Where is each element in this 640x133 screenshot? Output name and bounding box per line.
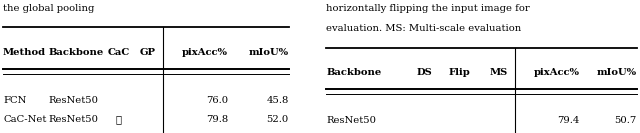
Text: ResNet50: ResNet50 [326, 116, 376, 125]
Text: DS: DS [417, 68, 433, 77]
Text: ResNet50: ResNet50 [49, 115, 99, 124]
Text: MS: MS [490, 68, 508, 77]
Text: 79.8: 79.8 [205, 115, 228, 124]
Text: mIoU%: mIoU% [249, 48, 289, 57]
Text: pixAcc%: pixAcc% [534, 68, 580, 77]
Text: CaC: CaC [108, 48, 130, 57]
Text: FCN: FCN [3, 96, 26, 105]
Text: 79.4: 79.4 [557, 116, 580, 125]
Text: the global pooling: the global pooling [3, 4, 95, 13]
Text: ✓: ✓ [116, 115, 122, 124]
Text: 50.7: 50.7 [614, 116, 637, 125]
Text: mIoU%: mIoU% [596, 68, 637, 77]
Text: Method: Method [3, 48, 46, 57]
Text: 76.0: 76.0 [206, 96, 228, 105]
Text: Flip: Flip [449, 68, 470, 77]
Text: Backbone: Backbone [49, 48, 104, 57]
Text: 45.8: 45.8 [266, 96, 289, 105]
Text: pixAcc%: pixAcc% [182, 48, 228, 57]
Text: horizontally flipping the input image for: horizontally flipping the input image fo… [326, 4, 530, 13]
Text: CaC-Net: CaC-Net [3, 115, 47, 124]
Text: Backbone: Backbone [326, 68, 381, 77]
Text: 52.0: 52.0 [266, 115, 289, 124]
Text: ResNet50: ResNet50 [49, 96, 99, 105]
Text: GP: GP [140, 48, 156, 57]
Text: evaluation. MS: Multi-scale evaluation: evaluation. MS: Multi-scale evaluation [326, 24, 522, 34]
